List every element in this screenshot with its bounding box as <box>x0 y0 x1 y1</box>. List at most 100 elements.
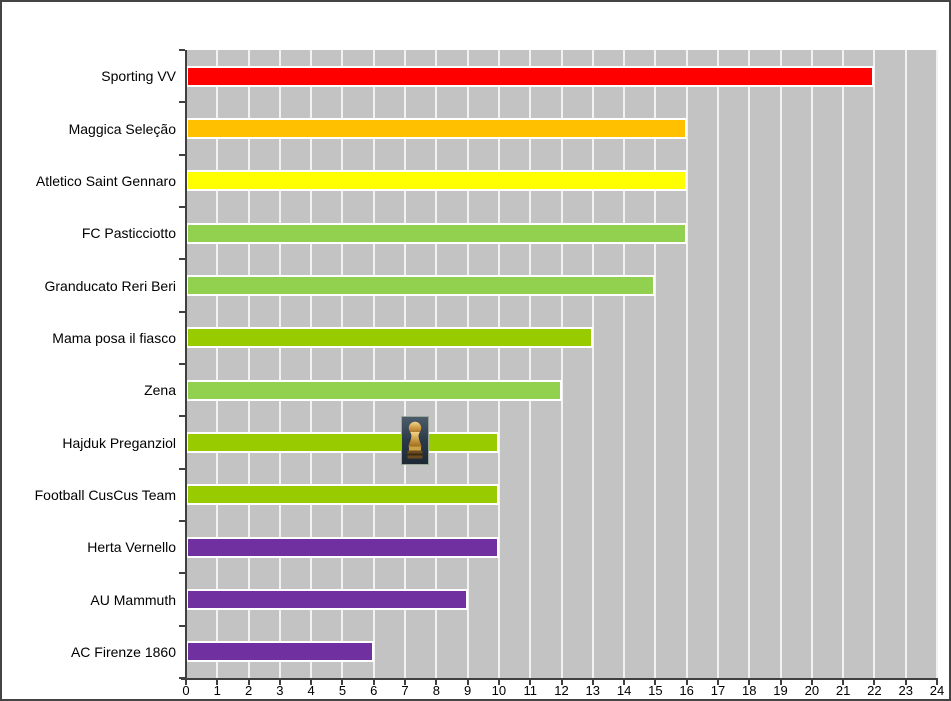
x-tick-label-5: 5 <box>338 683 347 698</box>
bar-atletico-saint-gennaro <box>186 170 687 192</box>
category-label-sporting-vv: Sporting VV <box>101 68 176 85</box>
y-axis-tick <box>179 624 185 627</box>
category-label-hajduk-preganziol: Hajduk Preganziol <box>62 434 176 451</box>
x-tick-label-17: 17 <box>710 683 726 698</box>
x-axis-tick <box>185 680 187 685</box>
y-axis-tick <box>179 363 185 365</box>
gridline-x5 <box>341 50 344 678</box>
gridline-x10 <box>497 50 500 678</box>
x-axis-tick <box>247 680 250 685</box>
x-axis-tick <box>216 680 219 685</box>
category-label-au-mammuth: AU Mammuth <box>90 591 176 608</box>
category-label-granducato-reri-beri: Granducato Reri Beri <box>44 277 176 294</box>
y-axis-tick <box>179 467 185 470</box>
gridline-x7 <box>404 50 407 678</box>
bar-football-cuscus-team <box>186 484 499 506</box>
x-tick-label-20: 20 <box>804 683 820 698</box>
x-axis-tick <box>685 680 688 685</box>
x-tick-label-23: 23 <box>898 683 913 698</box>
gridline-x3 <box>278 50 281 678</box>
gridline-x6 <box>372 50 375 678</box>
y-axis-tick <box>179 415 185 418</box>
gridline-x9 <box>466 50 469 678</box>
bar-fc-pasticciotto <box>186 222 687 244</box>
bar-sporting-vv <box>186 65 875 87</box>
x-tick-label-21: 21 <box>835 683 851 698</box>
x-axis-tick <box>654 680 657 685</box>
bar-mama-posa-il-fiasco <box>186 327 593 349</box>
x-tick-label-19: 19 <box>773 683 788 698</box>
gridline-x16 <box>685 50 688 678</box>
x-axis-tick <box>372 680 375 685</box>
x-axis-tick <box>529 680 532 685</box>
gridline-x12 <box>560 50 563 678</box>
category-label-fc-pasticciotto: FC Pasticciotto <box>81 225 176 242</box>
y-axis-tick <box>179 153 185 156</box>
x-axis-tick <box>842 680 845 685</box>
x-tick-label-18: 18 <box>742 683 757 698</box>
x-axis-tick <box>623 680 626 685</box>
bar-granducato-reri-beri <box>186 275 656 296</box>
bar-herta-vernello <box>186 536 499 558</box>
x-axis-tick <box>904 680 907 685</box>
bar-au-mammuth <box>186 589 468 610</box>
world-cup-trophy-image <box>401 416 429 465</box>
y-axis-tick <box>179 310 185 313</box>
category-label-mama-posa-il-fiasco: Mama posa il fiasco <box>52 329 176 346</box>
category-label-maggica-selecao: Maggica Seleção <box>68 120 176 137</box>
x-axis-tick <box>779 680 782 685</box>
x-axis-tick <box>278 680 281 685</box>
x-tick-label-16: 16 <box>679 683 694 698</box>
x-tick-label-0: 0 <box>182 683 190 698</box>
x-tick-label-2: 2 <box>244 683 253 698</box>
gridline-x15 <box>654 50 657 678</box>
x-tick-label-13: 13 <box>585 683 601 698</box>
gridline-x1 <box>216 50 219 678</box>
gridline-x13 <box>591 50 594 678</box>
x-tick-label-22: 22 <box>867 683 882 698</box>
x-tick-label-14: 14 <box>616 683 632 698</box>
x-tick-label-6: 6 <box>370 683 378 698</box>
y-axis-tick <box>179 101 185 104</box>
gridline-x18 <box>748 50 751 678</box>
y-axis-tick <box>179 49 185 51</box>
x-axis-tick <box>341 680 344 685</box>
category-label-football-cuscus-team: Football CusCus Team <box>34 486 176 503</box>
gridline-x4 <box>310 50 313 678</box>
gridline-x14 <box>623 50 626 678</box>
x-tick-label-8: 8 <box>432 683 440 698</box>
x-tick-label-1: 1 <box>213 683 221 698</box>
gridline-x24 <box>936 50 938 678</box>
category-label-herta-vernello: Herta Vernello <box>87 539 176 556</box>
x-axis-tick <box>591 680 594 685</box>
gridline-x21 <box>842 50 845 678</box>
x-tick-label-3: 3 <box>276 683 284 698</box>
x-axis-tick <box>716 680 719 685</box>
gridline-x20 <box>810 50 813 678</box>
category-label-zena: Zena <box>144 382 176 399</box>
y-axis-tick <box>179 258 185 261</box>
y-axis-tick <box>179 206 185 208</box>
gridline-x11 <box>529 50 532 678</box>
x-tick-label-4: 4 <box>307 683 315 698</box>
x-tick-label-7: 7 <box>401 683 409 698</box>
x-axis-tick <box>873 680 876 685</box>
x-axis-tick <box>936 680 938 685</box>
bar-maggica-selecao <box>186 118 687 139</box>
bar-ac-firenze-1860 <box>186 641 374 663</box>
x-tick-label-24: 24 <box>929 683 945 698</box>
gridline-x2 <box>247 50 250 678</box>
x-tick-label-15: 15 <box>648 683 663 698</box>
category-label-ac-firenze-1860: AC Firenze 1860 <box>70 643 176 660</box>
gridline-x19 <box>779 50 782 678</box>
gridline-x8 <box>435 50 438 678</box>
x-tick-label-12: 12 <box>554 683 569 698</box>
x-tick-label-10: 10 <box>491 683 507 698</box>
y-axis-tick <box>179 677 185 679</box>
x-axis-tick <box>310 680 313 685</box>
bar-zena <box>186 379 562 401</box>
y-axis-line <box>185 50 187 678</box>
x-axis-tick <box>810 680 813 685</box>
gridline-x23 <box>904 50 907 678</box>
